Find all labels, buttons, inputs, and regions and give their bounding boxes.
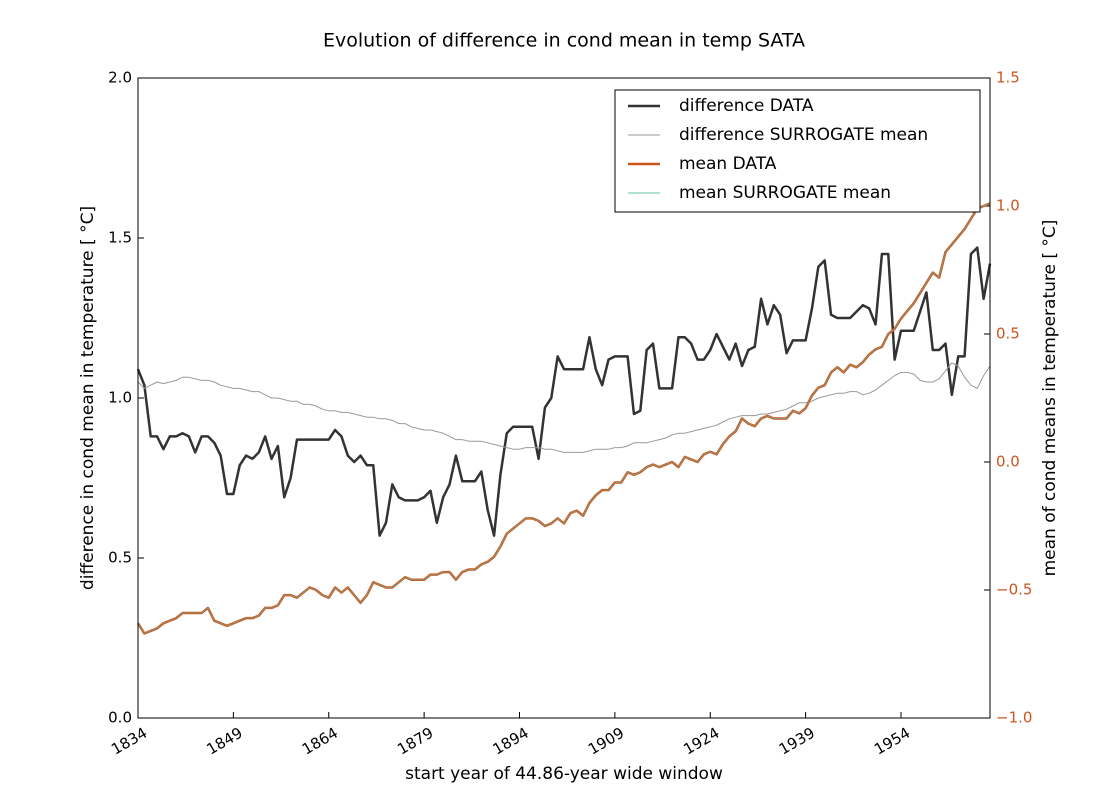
x-tick-label: 1909	[585, 724, 627, 759]
y-tick-label: 1.5	[108, 229, 132, 247]
y2-tick-label: −1.0	[996, 709, 1032, 727]
legend-label: difference DATA	[679, 96, 814, 116]
series-line	[137, 362, 991, 453]
x-tick-label: 1879	[394, 724, 436, 759]
x-tick-label: 1864	[299, 724, 341, 759]
y2-tick-label: 0.5	[996, 325, 1020, 343]
y2-tick-label: 0.0	[996, 453, 1020, 471]
y-tick-label: 1.0	[108, 389, 132, 407]
y2-tick-label: 1.5	[996, 69, 1020, 87]
y-tick-label: 0.0	[108, 709, 132, 727]
x-tick-label: 1939	[776, 724, 818, 759]
y2-tick-label: −0.5	[996, 581, 1032, 599]
x-tick-label: 1924	[680, 724, 722, 759]
y-tick-label: 2.0	[108, 69, 132, 87]
x-tick-label: 1849	[204, 724, 246, 759]
legend-label: mean SURROGATE mean	[679, 183, 891, 203]
x-tick-label: 1954	[871, 724, 913, 759]
y-tick-label: 0.5	[108, 549, 132, 567]
legend-label: mean DATA	[679, 154, 777, 174]
y-axis-label: difference in cond mean in temperature […	[78, 206, 98, 590]
x-tick-label: 1834	[108, 724, 150, 759]
y2-tick-label: 1.0	[996, 197, 1020, 215]
legend-box	[614, 89, 981, 213]
chart-title: Evolution of difference in cond mean in …	[323, 30, 805, 52]
y2-axis-label: mean of cond means in temperature [ °C]	[1040, 220, 1060, 577]
plot-frame	[137, 77, 991, 719]
series-line	[137, 202, 991, 635]
legend-label: difference SURROGATE mean	[679, 125, 928, 145]
series-line	[136, 202, 991, 635]
series-line	[136, 246, 992, 537]
x-axis-label: start year of 44.86-year wide window	[405, 764, 723, 784]
x-tick-label: 1894	[490, 724, 532, 759]
